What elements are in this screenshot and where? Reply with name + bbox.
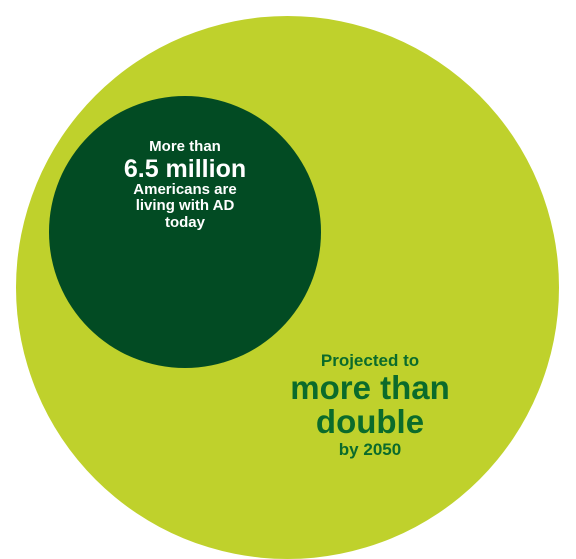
current-cases-circle	[49, 96, 321, 368]
current-cases-line5: today	[164, 213, 205, 231]
current-cases-count: 6.5 million	[123, 154, 247, 183]
projection-intro: Projected to	[320, 351, 420, 370]
projection-label: Projected to more than double by 2050	[265, 351, 475, 459]
projection-emphasis-2: double	[315, 403, 425, 441]
projection-emphasis-1: more than	[290, 368, 450, 406]
projection-year: by 2050	[338, 439, 402, 459]
current-cases-line4: living with AD	[135, 197, 235, 215]
current-cases-line3: Americans are	[133, 180, 237, 198]
current-cases-label: More than 6.5 million Americans are livi…	[49, 138, 321, 231]
current-cases-intro: More than	[149, 138, 221, 155]
